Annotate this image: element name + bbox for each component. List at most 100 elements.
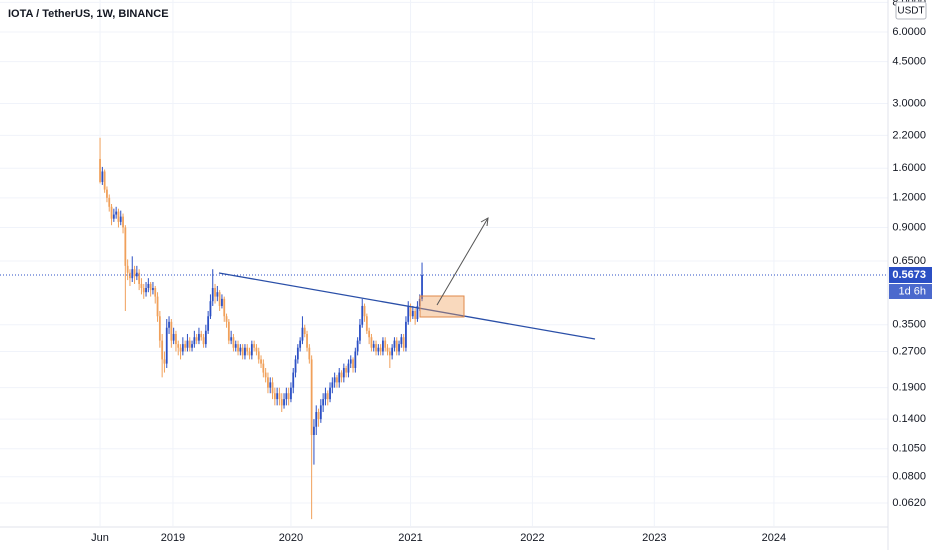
- candle-body: [336, 377, 338, 383]
- candle-body: [393, 340, 396, 348]
- candle-body: [271, 382, 274, 394]
- candle-body: [223, 298, 226, 317]
- candle-body: [244, 347, 246, 356]
- candle-body: [414, 310, 417, 320]
- candle-body: [145, 288, 147, 293]
- candle-body: [172, 333, 175, 341]
- candle-body: [363, 305, 366, 317]
- candle-body: [333, 377, 336, 383]
- candle-body: [329, 387, 331, 400]
- x-tick-label: 2023: [642, 532, 666, 544]
- candle-body: [177, 344, 180, 348]
- candle-body: [122, 216, 124, 228]
- candle-body: [161, 340, 164, 360]
- candle-body: [365, 316, 368, 331]
- candle-body: [411, 310, 414, 317]
- candle-body: [117, 211, 120, 222]
- candle-body: [384, 340, 387, 348]
- candle-body: [225, 316, 228, 322]
- candle-body: [156, 296, 159, 317]
- candle-body: [193, 337, 196, 345]
- x-tick-label: 2020: [279, 532, 303, 544]
- candle-body: [202, 337, 205, 345]
- candle-body: [368, 330, 371, 338]
- countdown-label: 1d 6h: [898, 285, 926, 297]
- candle-body: [214, 288, 216, 297]
- candle-body: [409, 305, 412, 317]
- candle-body: [388, 351, 391, 356]
- candle-body: [317, 412, 320, 420]
- candle-body: [99, 158, 101, 182]
- candle-body: [405, 321, 407, 348]
- currency-box[interactable]: [895, 1, 927, 20]
- candle-body: [234, 344, 237, 348]
- y-tick-label: 0.2700: [892, 345, 926, 357]
- candle-body: [135, 272, 138, 277]
- candle-body: [338, 372, 341, 383]
- trend-line: [218, 272, 596, 340]
- candle-body: [342, 367, 345, 378]
- candle-body: [232, 337, 235, 348]
- candle-body: [103, 171, 106, 190]
- candle-body: [248, 351, 251, 356]
- candle-body: [131, 269, 134, 279]
- chart-title: IOTA / TetherUS, 1W, BINANCE: [8, 8, 169, 20]
- candle-body: [207, 316, 210, 331]
- candle-body: [262, 363, 265, 373]
- candle-body: [322, 399, 325, 406]
- candle-body: [211, 288, 214, 302]
- countdown-box: [889, 283, 932, 299]
- candle-body: [324, 393, 327, 400]
- candle-body: [124, 227, 127, 266]
- y-tick-label: 0.9000: [892, 221, 926, 233]
- y-tick-label: 0.1900: [892, 382, 926, 394]
- candle-body: [154, 288, 157, 297]
- currency-label: USDT: [897, 6, 924, 17]
- candle-body: [290, 387, 292, 400]
- y-tick-label: 0.6500: [892, 255, 926, 267]
- candle-body: [287, 393, 290, 400]
- candle-body: [186, 340, 189, 348]
- candle-body: [221, 298, 223, 306]
- candle-body: [361, 305, 364, 325]
- candle-body: [175, 333, 177, 345]
- candle-body: [391, 347, 394, 356]
- candles: [0, 137, 888, 520]
- candle-body: [200, 333, 203, 338]
- y-tick-label: 0.3500: [892, 319, 926, 331]
- y-tick-label: 0.1400: [892, 413, 926, 425]
- candle-body: [230, 337, 233, 341]
- y-tick-label: 0.1050: [892, 443, 926, 455]
- candle-body: [278, 393, 281, 400]
- candle-body: [204, 330, 207, 345]
- candle-body: [402, 337, 405, 348]
- y-tick-label: 3.0000: [892, 97, 926, 109]
- candle-body: [326, 393, 329, 400]
- candle-body: [241, 347, 244, 356]
- candle-body: [359, 324, 361, 341]
- candle-body: [370, 337, 373, 348]
- candle-body: [280, 399, 283, 406]
- candle-body: [372, 344, 375, 348]
- candle-body: [257, 351, 260, 360]
- candle-body: [386, 347, 389, 352]
- candle-body: [181, 344, 184, 352]
- candle-body: [319, 405, 322, 420]
- candle-body: [184, 344, 187, 348]
- candle-body: [253, 344, 256, 348]
- candle-body: [285, 393, 288, 400]
- candle-body: [407, 305, 410, 322]
- candle-body: [395, 340, 398, 352]
- candle-body: [421, 274, 423, 299]
- candle-body: [308, 347, 311, 360]
- candle-body: [267, 377, 269, 388]
- grid: [0, 0, 888, 526]
- candle-body: [349, 359, 352, 364]
- candle-body: [195, 337, 198, 341]
- x-tick-label: 2022: [520, 532, 544, 544]
- last-price-label: 0.5673: [892, 269, 926, 281]
- candle-body: [108, 197, 111, 207]
- candle-body: [273, 393, 276, 400]
- x-tick-label: 2021: [398, 532, 422, 544]
